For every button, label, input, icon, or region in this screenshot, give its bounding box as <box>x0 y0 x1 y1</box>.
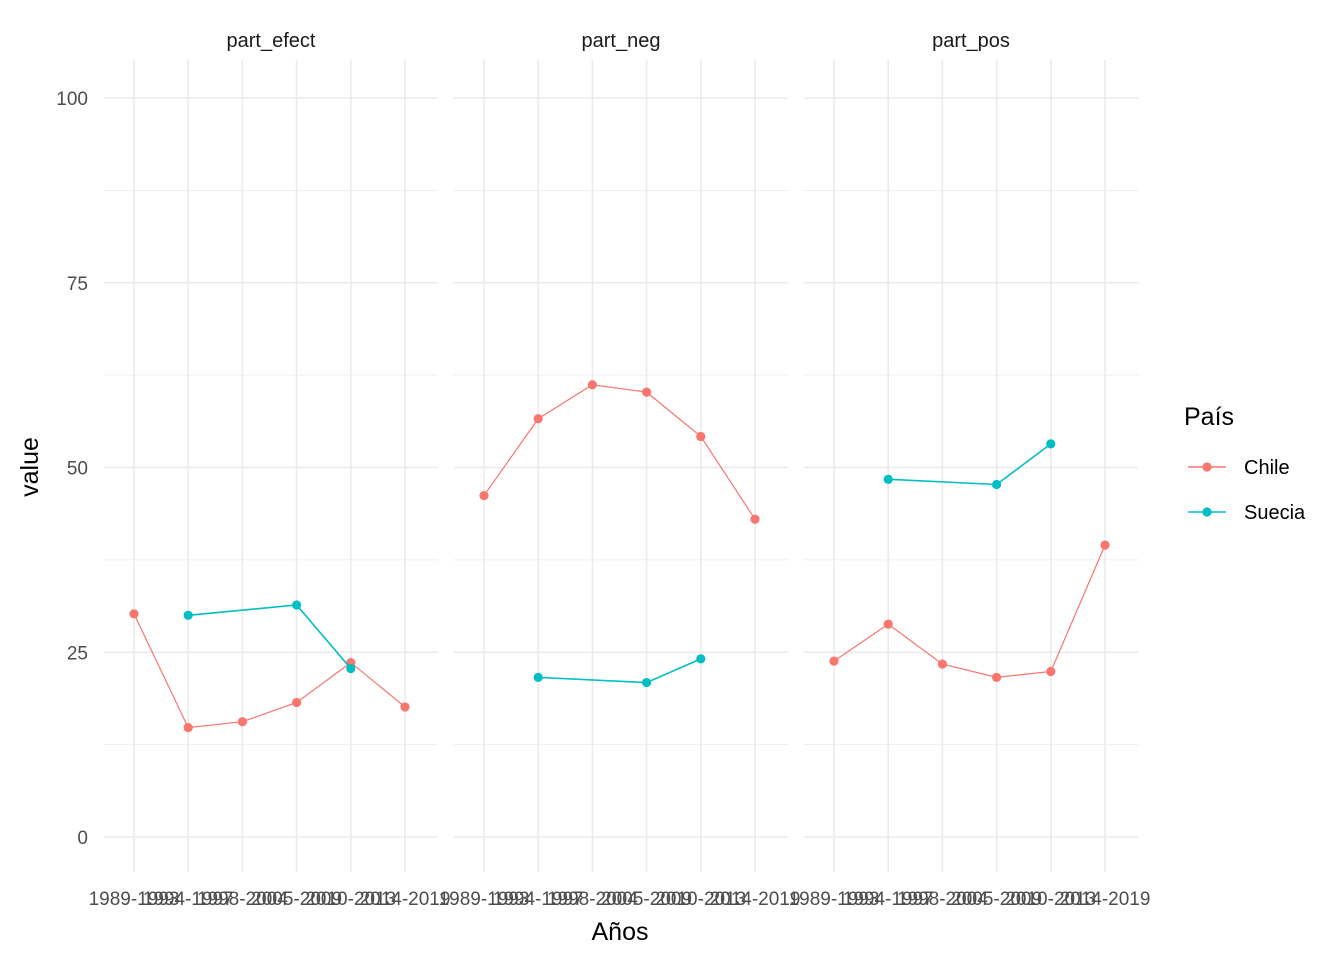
data-point-suecia <box>183 610 193 620</box>
x-tick-label: 1994-1997 <box>143 889 234 910</box>
legend: País Chile Suecia <box>1184 403 1306 524</box>
x-tick-label: 1998-2004 <box>547 889 638 910</box>
data-point-suecia <box>533 672 543 682</box>
y-tick-label: 75 <box>67 274 88 295</box>
legend-item-chile: Chile <box>1188 457 1290 479</box>
y-tick-label: 0 <box>77 828 88 849</box>
data-point-chile <box>479 490 489 501</box>
data-point-chile <box>642 387 652 397</box>
series-line-chile <box>833 544 1106 678</box>
strip-label: part_efect <box>227 30 316 52</box>
x-tick-label: 2010-2013 <box>1005 889 1096 910</box>
data-point-chile <box>750 514 760 524</box>
x-tick-label: 2014-2019 <box>710 889 801 910</box>
y-tick-label: 50 <box>67 459 88 480</box>
data-point-suecia <box>1046 439 1056 449</box>
legend-key-point <box>1202 507 1212 517</box>
panel-part_neg: part_neg 1989-19931994-19971998-20042005-… <box>439 30 801 910</box>
panels-layer: part_efect1989-19931994-19971998-2004200… <box>89 30 1151 910</box>
legend-item-suecia: Suecia <box>1188 502 1306 524</box>
y-axis: 0 25 50 75 100 <box>56 89 88 849</box>
x-tick-label: 2005-2009 <box>251 889 342 910</box>
data-point-suecia <box>292 600 302 610</box>
panel-part_pos: part_pos 1989-19931994-19971998-20042005-… <box>789 30 1151 910</box>
x-tick-label: 2005-2009 <box>601 889 692 910</box>
panel-part_efect: part_efect 1989-19931994-19971998-2004200… <box>89 30 451 910</box>
x-tick-label: 2014-2019 <box>1060 889 1151 910</box>
series-line-suecia <box>888 443 1052 486</box>
legend-label: Suecia <box>1244 502 1306 524</box>
series-line-suecia <box>538 658 702 684</box>
x-tick-label: 1994-1997 <box>493 889 584 910</box>
series-line-suecia <box>188 604 352 670</box>
data-point-suecia <box>992 479 1002 490</box>
y-axis-title: value <box>16 437 44 497</box>
x-tick-label: 1998-2004 <box>897 889 988 910</box>
x-tick-label: 1989-1993 <box>789 889 880 910</box>
y-tick-label: 25 <box>67 643 88 664</box>
data-point-suecia <box>883 474 893 484</box>
x-tick-label: 2005-2009 <box>951 889 1042 910</box>
legend-label: Chile <box>1244 457 1290 479</box>
x-tick-label: 2014-2019 <box>360 889 451 910</box>
data-point-chile <box>1100 540 1110 550</box>
x-tick-label: 2010-2013 <box>655 889 746 910</box>
x-tick-label: 1989-1993 <box>439 889 530 910</box>
data-point-chile <box>883 619 893 629</box>
data-point-suecia <box>696 654 706 664</box>
x-tick-label: 2010-2013 <box>305 889 396 910</box>
data-point-chile <box>696 431 706 442</box>
x-tick-label: 1989-1993 <box>89 889 180 910</box>
data-point-suecia <box>346 663 356 674</box>
data-point-chile <box>587 380 598 390</box>
data-point-chile <box>183 723 193 733</box>
legend-key-point <box>1202 462 1212 472</box>
x-axis-title: Años <box>592 918 649 946</box>
data-point-suecia <box>642 677 652 688</box>
strip-label: part_pos <box>932 30 1010 52</box>
data-point-chile <box>1046 666 1056 677</box>
y-tick-label: 100 <box>56 89 88 110</box>
strip-label: part_neg <box>582 30 661 52</box>
data-point-chile <box>237 717 247 727</box>
legend-title: País <box>1184 403 1234 431</box>
data-point-chile <box>992 672 1002 682</box>
data-point-chile <box>400 702 410 712</box>
series-line-chile <box>483 384 756 520</box>
series-line-chile <box>133 613 406 729</box>
x-tick-label: 1998-2004 <box>197 889 288 910</box>
data-point-chile <box>129 609 139 619</box>
x-tick-label: 1994-1997 <box>843 889 934 910</box>
data-point-chile <box>533 414 543 424</box>
data-point-chile <box>937 659 948 669</box>
data-point-chile <box>829 656 839 666</box>
data-point-chile <box>292 697 302 708</box>
